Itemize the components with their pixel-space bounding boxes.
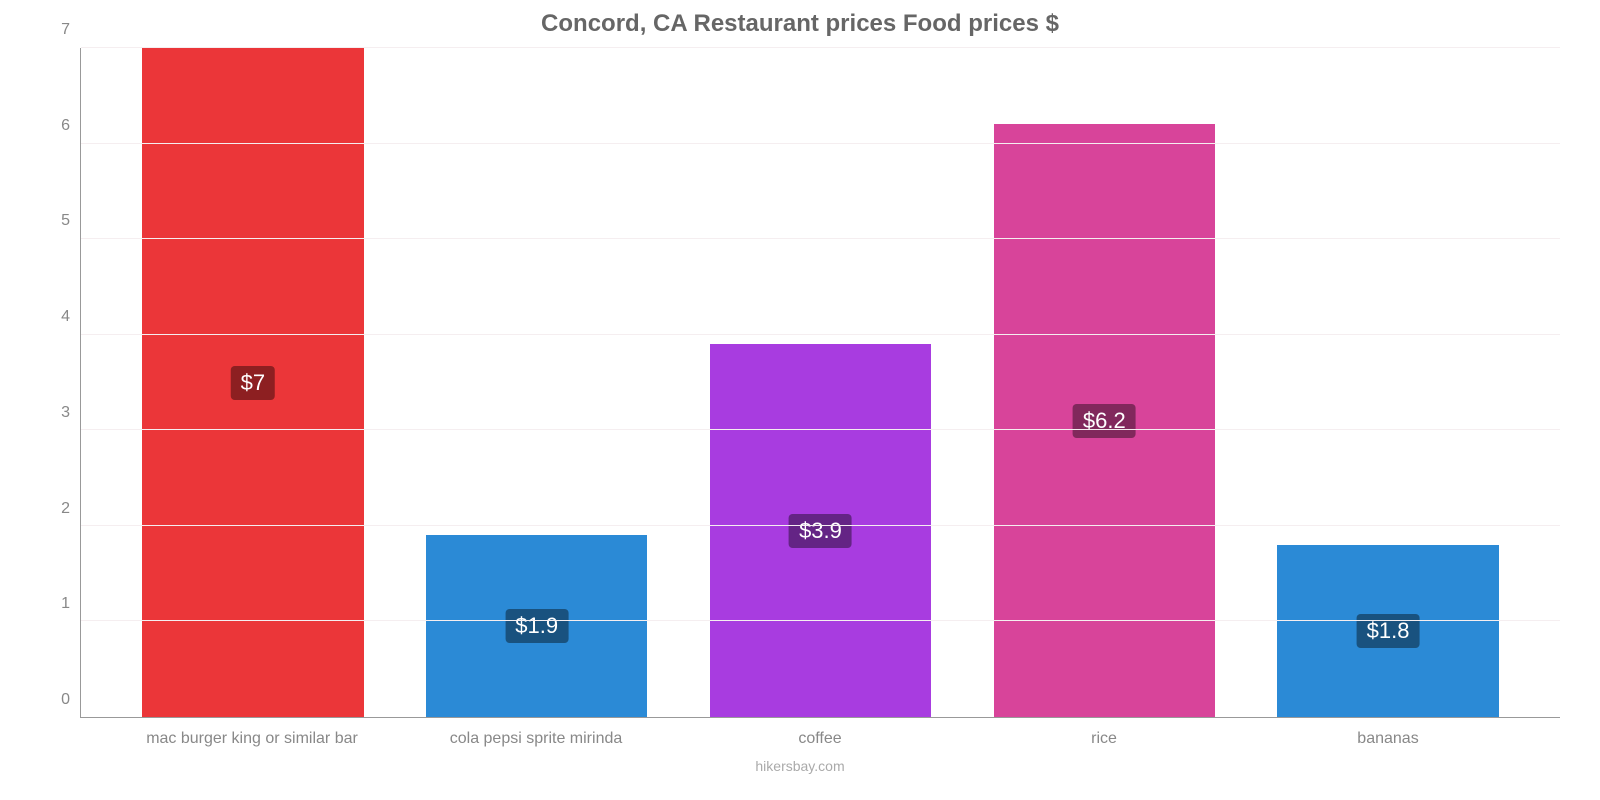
x-tick-label: cola pepsi sprite mirinda	[394, 730, 678, 748]
y-tick-label: 0	[61, 691, 70, 709]
y-tick-label: 2	[61, 500, 70, 518]
gridline	[81, 429, 1560, 430]
x-tick-label: mac burger king or similar bar	[110, 730, 394, 748]
gridline	[81, 334, 1560, 335]
y-tick-label: 3	[61, 404, 70, 422]
gridline	[81, 620, 1560, 621]
chart-footer: hikersbay.com	[30, 758, 1570, 774]
bar-value-label: $1.8	[1357, 614, 1420, 648]
bar: $6.2	[994, 124, 1215, 717]
chart-container: Concord, CA Restaurant prices Food price…	[0, 0, 1600, 800]
y-tick-label: 1	[61, 595, 70, 613]
bar-slot: $7	[111, 48, 395, 717]
bars-group: $7 $1.9 $3.9 $6.2 $1.8	[81, 48, 1560, 717]
y-tick-label: 6	[61, 117, 70, 135]
plot-zone: $7$1.9$3.9$6.2$1.8 01234567	[60, 48, 1560, 718]
bar-slot: $6.2	[962, 48, 1246, 717]
bar-slot: $3.9	[679, 48, 963, 717]
bar: $7	[142, 48, 363, 717]
bar-slot: $1.9	[395, 48, 679, 717]
bar-value-label: $1.9	[505, 609, 568, 643]
bar-value-label: $7	[231, 366, 275, 400]
bar-value-label: $3.9	[789, 514, 852, 548]
x-tick-label: bananas	[1246, 730, 1530, 748]
bar-slot: $1.8	[1246, 48, 1530, 717]
y-tick-label: 7	[61, 21, 70, 39]
bar: $1.9	[426, 535, 647, 717]
gridline	[81, 47, 1560, 48]
x-tick-label: coffee	[678, 730, 962, 748]
bar: $1.8	[1277, 545, 1498, 717]
chart-title: Concord, CA Restaurant prices Food price…	[30, 10, 1570, 38]
x-tick-label: rice	[962, 730, 1246, 748]
gridline	[81, 238, 1560, 239]
y-tick-label: 4	[61, 308, 70, 326]
bar: $3.9	[710, 344, 931, 717]
plot-area: $7 $1.9 $3.9 $6.2 $1.8	[80, 48, 1560, 718]
x-axis-labels: mac burger king or similar barcola pepsi…	[80, 730, 1560, 748]
y-tick-label: 5	[61, 212, 70, 230]
bar-value-label: $6.2	[1073, 404, 1136, 438]
gridline	[81, 525, 1560, 526]
gridline	[81, 143, 1560, 144]
